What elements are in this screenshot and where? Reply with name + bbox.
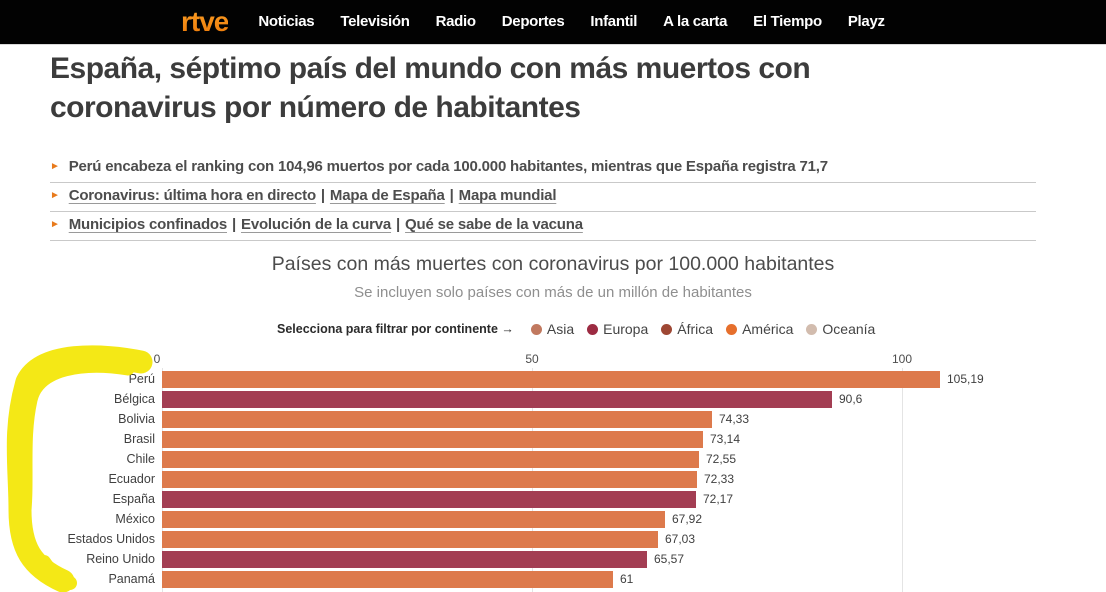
value-label: 72,55 <box>706 452 737 466</box>
legend-name: África <box>677 321 714 337</box>
bar-bolivia[interactable] <box>162 411 712 428</box>
bar-brasil[interactable] <box>162 431 703 448</box>
bar-perú[interactable] <box>162 371 940 388</box>
article-headline: España, séptimo país del mundo con más m… <box>50 52 811 124</box>
bullet-arrow-icon: ► <box>50 161 60 172</box>
country-label: Ecuador <box>108 472 155 486</box>
country-label: Perú <box>128 372 155 386</box>
country-label: Reino Unido <box>86 552 155 566</box>
value-label: 61 <box>620 572 634 586</box>
article-bullet-links: ► Perú encabeza el ranking con 104,96 mue… <box>50 154 1036 241</box>
legend-name: América <box>742 321 794 337</box>
bar-panamá[interactable] <box>162 571 613 588</box>
chart-legend: Selecciona para filtrar por continente →… <box>277 321 875 337</box>
article-link[interactable]: Mapa mundial <box>458 187 557 204</box>
legend-filter-label: Selecciona para filtrar por continente → <box>277 322 514 336</box>
chart-subtitle: Se incluyen solo países con más de un mi… <box>354 284 752 301</box>
nav-item-a-la-carta[interactable]: A la carta <box>663 13 728 30</box>
article-link[interactable]: Municipios confinados <box>68 216 228 233</box>
nav-item-el-tiempo[interactable]: El Tiempo <box>753 13 822 30</box>
bullet-arrow-icon: ► <box>50 190 60 201</box>
bar-reino-unido[interactable] <box>162 551 647 568</box>
country-label: Panamá <box>108 572 155 586</box>
legend-item-asia[interactable]: Asia <box>530 321 575 337</box>
chart-title: Países con más muertes con coronavirus p… <box>271 253 835 275</box>
country-label: Bélgica <box>114 392 155 406</box>
country-label: Estados Unidos <box>67 532 155 546</box>
legend-item-europa[interactable]: Europa <box>587 321 648 337</box>
nav-item-infantil[interactable]: Infantil <box>590 13 638 30</box>
link-separator: | <box>232 216 237 233</box>
bullet-row: ► Perú encabeza el ranking con 104,96 mue… <box>50 154 1036 183</box>
link-separator: | <box>449 187 454 204</box>
article-link[interactable]: Qué se sabe de la vacuna <box>405 216 583 233</box>
x-axis-tick-label: 0 <box>153 352 161 366</box>
article-link[interactable]: Mapa de España <box>329 187 445 204</box>
value-label: 67,03 <box>665 532 696 546</box>
bar-méxico[interactable] <box>162 511 665 528</box>
legend-dot-icon <box>726 323 738 335</box>
bullet-arrow-icon: ► <box>50 219 60 230</box>
nav-item-noticias[interactable]: Noticias <box>258 13 315 30</box>
bullet-row: ► Municipios confinados | Evolución de la c… <box>50 212 1036 241</box>
bullet-text: Perú encabeza el ranking con 104,96 muer… <box>68 158 828 175</box>
x-axis-tick-label: 100 <box>891 352 913 366</box>
nav-item-playz[interactable]: Playz <box>847 13 885 30</box>
value-label: 105,19 <box>947 372 984 386</box>
bar-ecuador[interactable] <box>162 471 697 488</box>
value-label: 67,92 <box>672 512 703 526</box>
nav-item-deportes[interactable]: Deportes <box>501 13 565 30</box>
country-label: Brasil <box>123 432 155 446</box>
legend-item-oceanía[interactable]: Oceanía <box>806 321 875 337</box>
legend-dot-icon <box>806 323 818 335</box>
country-label: Chile <box>126 452 156 466</box>
legend-name: Europa <box>603 321 649 337</box>
nav-menu: Noticias Televisión Radio Deportes Infantil A… <box>258 0 885 44</box>
article-link[interactable]: Coronavirus: última hora en directo <box>68 187 316 204</box>
bar-españa[interactable] <box>162 491 696 508</box>
link-separator: | <box>396 216 401 233</box>
link-separator: | <box>320 187 325 204</box>
country-label: España <box>112 492 155 506</box>
legend-name: Asia <box>546 321 575 337</box>
legend-dot-icon <box>661 323 673 335</box>
nav-item-televisión[interactable]: Televisión <box>340 13 410 30</box>
bar-bélgica[interactable] <box>162 391 832 408</box>
value-label: 72,17 <box>703 492 734 506</box>
bar-chile[interactable] <box>162 451 699 468</box>
article-link[interactable]: Evolución de la curva <box>241 216 392 233</box>
nav-item-radio[interactable]: Radio <box>435 13 476 30</box>
value-label: 72,33 <box>704 472 735 486</box>
value-label: 73,14 <box>710 432 741 446</box>
x-gridline <box>902 368 903 592</box>
bullet-row: ► Coronavirus: última hora en directo | Map… <box>50 183 1036 212</box>
value-label: 74,33 <box>719 412 750 426</box>
rtve-logo[interactable]: rtve <box>181 0 229 44</box>
bar-estados-unidos[interactable] <box>162 531 658 548</box>
value-label: 65,57 <box>654 552 685 566</box>
top-navigation-bar: rtve Noticias Televisión Radio Deportes Infa… <box>0 0 1106 45</box>
country-label: Bolivia <box>118 412 155 426</box>
legend-dot-icon <box>530 323 542 335</box>
legend-dot-icon <box>587 323 599 335</box>
x-axis-tick-label: 50 <box>525 352 539 366</box>
legend-name: Oceanía <box>822 321 876 337</box>
legend-item-áfrica[interactable]: África <box>661 321 713 337</box>
legend-items: Asia Europa África América Oceanía <box>530 321 875 337</box>
legend-item-américa[interactable]: América <box>726 321 793 337</box>
country-label: México <box>115 512 155 526</box>
value-label: 90,6 <box>839 392 863 406</box>
